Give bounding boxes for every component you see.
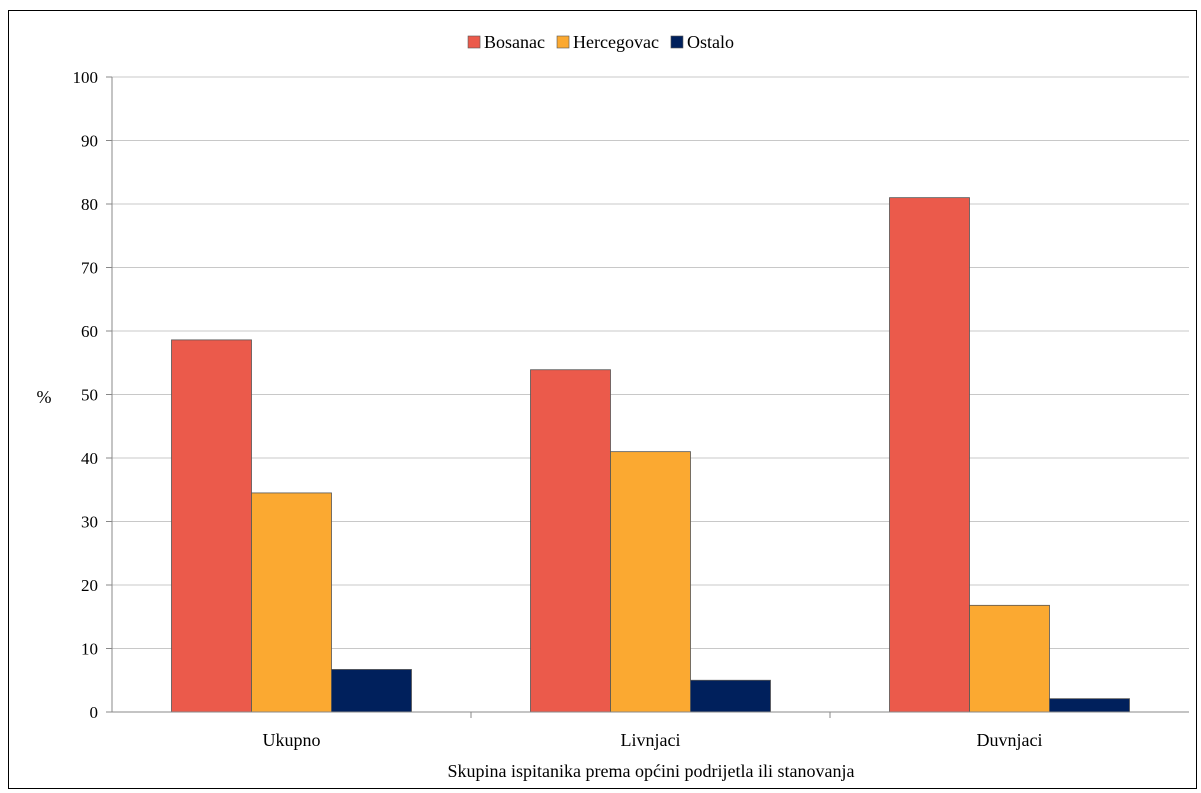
legend-swatch-hercegovac	[556, 35, 570, 49]
bar-bosanac-ukupno	[171, 339, 252, 713]
bar-bosanac-livnjaci	[530, 369, 611, 713]
y-axis-label: %	[37, 387, 52, 407]
y-tick-label: 50	[81, 386, 98, 405]
legend-swatch-bosanac	[467, 35, 481, 49]
legend-label: Ostalo	[687, 32, 734, 52]
bar-bosanac-duvnjaci	[889, 197, 970, 713]
legend-label: Bosanac	[484, 32, 545, 52]
bar-ostalo-ukupno	[331, 669, 412, 713]
x-axis-label: Skupina ispitanika prema općini podrijet…	[448, 761, 855, 781]
bar-ostalo-duvnjaci	[1049, 698, 1130, 713]
y-tick-label: 0	[90, 703, 99, 722]
bars	[171, 197, 1130, 713]
y-tick-label: 10	[81, 640, 98, 659]
legend: Bosanac Hercegovac Ostalo	[467, 32, 734, 52]
y-tick-label: 90	[81, 132, 98, 151]
x-category-label: Livnjaci	[621, 730, 681, 750]
legend-swatch-ostalo	[670, 35, 684, 49]
x-category-label: Duvnjaci	[977, 730, 1043, 750]
bar-ostalo-livnjaci	[690, 679, 771, 713]
y-tick-label: 20	[81, 576, 98, 595]
bar-hercegovac-livnjaci	[610, 451, 691, 713]
x-category-label: Ukupno	[263, 730, 321, 750]
y-tick-label: 40	[81, 449, 98, 468]
y-tick-label: 60	[81, 322, 98, 341]
y-tick-label: 30	[81, 513, 98, 532]
y-tick-label: 80	[81, 195, 98, 214]
x-category-labels: Ukupno Livnjaci Duvnjaci	[263, 730, 1043, 750]
bar-hercegovac-ukupno	[251, 492, 332, 713]
y-tick-label: 70	[81, 259, 98, 278]
y-tick-labels: 0 10 20 30 40 50 60 70 80 90 100	[73, 68, 99, 722]
bar-hercegovac-duvnjaci	[969, 604, 1050, 713]
y-tick-label: 100	[73, 68, 99, 87]
legend-label: Hercegovac	[573, 32, 659, 52]
axes	[106, 76, 1189, 718]
